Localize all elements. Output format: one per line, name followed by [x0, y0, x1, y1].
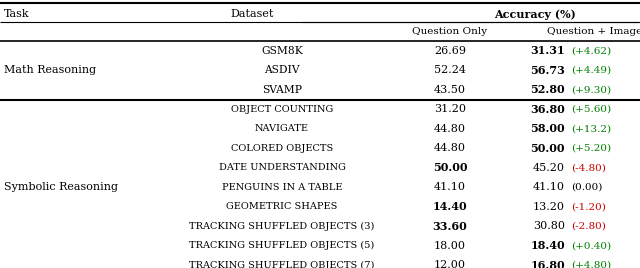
Text: 45.20: 45.20 — [533, 163, 565, 173]
Text: 14.40: 14.40 — [433, 201, 467, 212]
Text: 50.00: 50.00 — [433, 162, 467, 173]
Text: Symbolic Reasoning: Symbolic Reasoning — [4, 182, 118, 192]
Text: (+5.20): (+5.20) — [571, 144, 611, 153]
Text: ASDIV: ASDIV — [264, 65, 300, 75]
Text: Math Reasoning: Math Reasoning — [4, 65, 96, 75]
Text: COLORED OBJECTS: COLORED OBJECTS — [231, 144, 333, 153]
Text: 44.80: 44.80 — [434, 143, 466, 153]
Text: Task: Task — [4, 9, 29, 19]
Text: 18.40: 18.40 — [531, 240, 565, 251]
Text: GSM8K: GSM8K — [261, 46, 303, 56]
Text: (-4.80): (-4.80) — [571, 163, 606, 172]
Text: Accuracy (%): Accuracy (%) — [494, 9, 576, 20]
Text: Question + Image: Question + Image — [547, 28, 640, 36]
Text: 26.69: 26.69 — [434, 46, 466, 56]
Text: 13.20: 13.20 — [533, 202, 565, 212]
Text: 12.00: 12.00 — [434, 260, 466, 268]
Text: (+9.30): (+9.30) — [571, 85, 611, 94]
Text: (-1.20): (-1.20) — [571, 202, 606, 211]
Text: 36.80: 36.80 — [531, 104, 565, 115]
Text: 41.10: 41.10 — [533, 182, 565, 192]
Text: TRACKING SHUFFLED OBJECTS (3): TRACKING SHUFFLED OBJECTS (3) — [189, 222, 374, 231]
Text: (0.00): (0.00) — [571, 183, 602, 192]
Text: GEOMETRIC SHAPES: GEOMETRIC SHAPES — [227, 202, 338, 211]
Text: 33.60: 33.60 — [433, 221, 467, 232]
Text: SVAMP: SVAMP — [262, 85, 302, 95]
Text: (+4.80): (+4.80) — [571, 261, 611, 268]
Text: Dataset: Dataset — [230, 9, 274, 19]
Text: 52.24: 52.24 — [434, 65, 466, 75]
Text: 31.31: 31.31 — [531, 45, 565, 56]
Text: TRACKING SHUFFLED OBJECTS (7): TRACKING SHUFFLED OBJECTS (7) — [189, 261, 374, 268]
Text: DATE UNDERSTANDING: DATE UNDERSTANDING — [219, 163, 346, 172]
Text: 58.00: 58.00 — [531, 123, 565, 134]
Text: 41.10: 41.10 — [434, 182, 466, 192]
Text: 44.80: 44.80 — [434, 124, 466, 134]
Text: 43.50: 43.50 — [434, 85, 466, 95]
Text: TRACKING SHUFFLED OBJECTS (5): TRACKING SHUFFLED OBJECTS (5) — [189, 241, 374, 250]
Text: 31.20: 31.20 — [434, 104, 466, 114]
Text: 52.80: 52.80 — [531, 84, 565, 95]
Text: (+0.40): (+0.40) — [571, 241, 611, 250]
Text: Question Only: Question Only — [412, 28, 488, 36]
Text: PENGUINS IN A TABLE: PENGUINS IN A TABLE — [221, 183, 342, 192]
Text: 30.80: 30.80 — [533, 221, 565, 231]
Text: (-2.80): (-2.80) — [571, 222, 606, 231]
Text: 56.73: 56.73 — [530, 65, 565, 76]
Text: NAVIGATE: NAVIGATE — [255, 124, 309, 133]
Text: (+4.49): (+4.49) — [571, 66, 611, 75]
Text: (+4.62): (+4.62) — [571, 46, 611, 55]
Text: (+5.60): (+5.60) — [571, 105, 611, 114]
Text: (+13.2): (+13.2) — [571, 124, 611, 133]
Text: 16.80: 16.80 — [531, 260, 565, 268]
Text: OBJECT COUNTING: OBJECT COUNTING — [231, 105, 333, 114]
Text: 18.00: 18.00 — [434, 241, 466, 251]
Text: 50.00: 50.00 — [531, 143, 565, 154]
